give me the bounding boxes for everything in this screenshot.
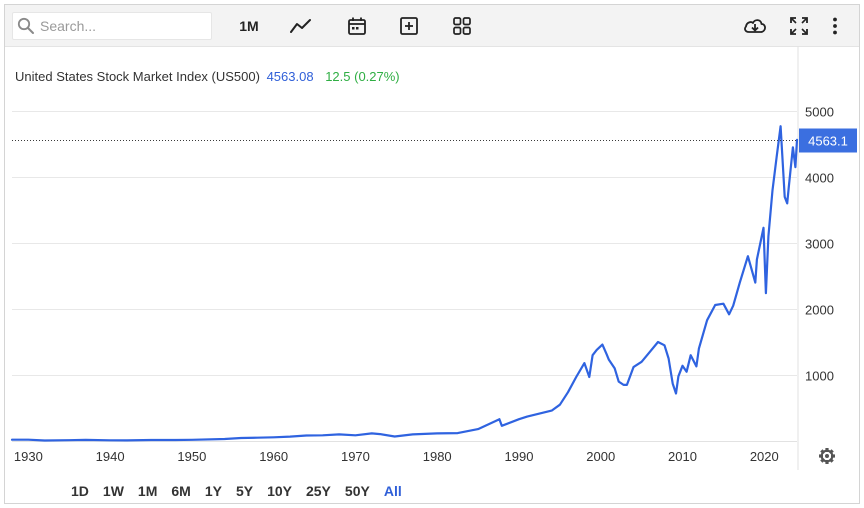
x-tick-label: 1950 xyxy=(177,449,206,464)
x-tick-label: 1960 xyxy=(259,449,288,464)
calendar-icon xyxy=(348,17,366,35)
range-button-50y[interactable]: 50Y xyxy=(344,483,370,499)
y-tick-label: 1000 xyxy=(805,369,834,384)
interval-button[interactable]: 1M xyxy=(239,18,259,34)
layout-button[interactable] xyxy=(450,14,474,38)
chart-widget: 1M xyxy=(4,4,860,504)
add-indicator-button[interactable] xyxy=(397,14,421,38)
range-button-1d[interactable]: 1D xyxy=(71,483,89,499)
range-button-all[interactable]: All xyxy=(383,483,402,499)
range-selector: 1D 1W 1M 6M 1Y 5Y 10Y 25Y 50Y All xyxy=(71,482,416,500)
more-vertical-icon xyxy=(833,17,837,35)
download-cloud-icon xyxy=(744,19,766,33)
search-icon xyxy=(17,17,34,34)
y-tick-label: 2000 xyxy=(805,303,834,318)
chart-type-button[interactable] xyxy=(289,14,313,38)
add-box-icon xyxy=(400,17,418,35)
instrument-name: United States Stock Market Index (US500) xyxy=(15,69,260,84)
search-input[interactable] xyxy=(40,18,200,34)
x-tick-label: 2000 xyxy=(586,449,615,464)
range-button-1y[interactable]: 1Y xyxy=(204,483,222,499)
range-button-10y[interactable]: 10Y xyxy=(267,483,292,499)
instrument-headline: United States Stock Market Index (US500)… xyxy=(15,69,400,84)
instrument-price: 4563.08 xyxy=(266,69,314,84)
x-tick-label: 1990 xyxy=(505,449,534,464)
range-button-5y[interactable]: 5Y xyxy=(235,483,254,499)
y-tick-label: 3000 xyxy=(805,237,834,252)
x-tick-label: 1970 xyxy=(341,449,370,464)
toolbar: 1M xyxy=(5,5,859,47)
fullscreen-icon xyxy=(790,17,808,35)
range-button-6m[interactable]: 6M xyxy=(171,483,191,499)
x-tick-label: 1930 xyxy=(14,449,43,464)
range-button-25y[interactable]: 25Y xyxy=(305,483,331,499)
settings-gear-icon[interactable] xyxy=(819,448,835,464)
line-chart-icon xyxy=(290,19,311,33)
last-value-badge xyxy=(799,128,857,153)
x-tick-label: 2020 xyxy=(750,449,779,464)
price-change: 12.5 (0.27%) xyxy=(325,69,400,84)
download-button[interactable] xyxy=(743,14,767,38)
x-tick-label: 2010 xyxy=(668,449,697,464)
date-range-button[interactable] xyxy=(345,14,369,38)
x-tick-label: 1980 xyxy=(423,449,452,464)
more-options-button[interactable] xyxy=(823,14,847,38)
x-tick-label: 1940 xyxy=(96,449,125,464)
last-value-label: 4563.1 xyxy=(808,134,848,149)
grid-icon xyxy=(453,17,471,35)
fullscreen-button[interactable] xyxy=(787,14,811,38)
range-button-1m[interactable]: 1M xyxy=(137,483,158,499)
series-line xyxy=(10,125,799,442)
y-tick-label: 5000 xyxy=(805,105,834,120)
y-tick-label: 4000 xyxy=(805,171,834,186)
range-button-1w[interactable]: 1W xyxy=(102,483,124,499)
search-box[interactable] xyxy=(12,12,212,40)
